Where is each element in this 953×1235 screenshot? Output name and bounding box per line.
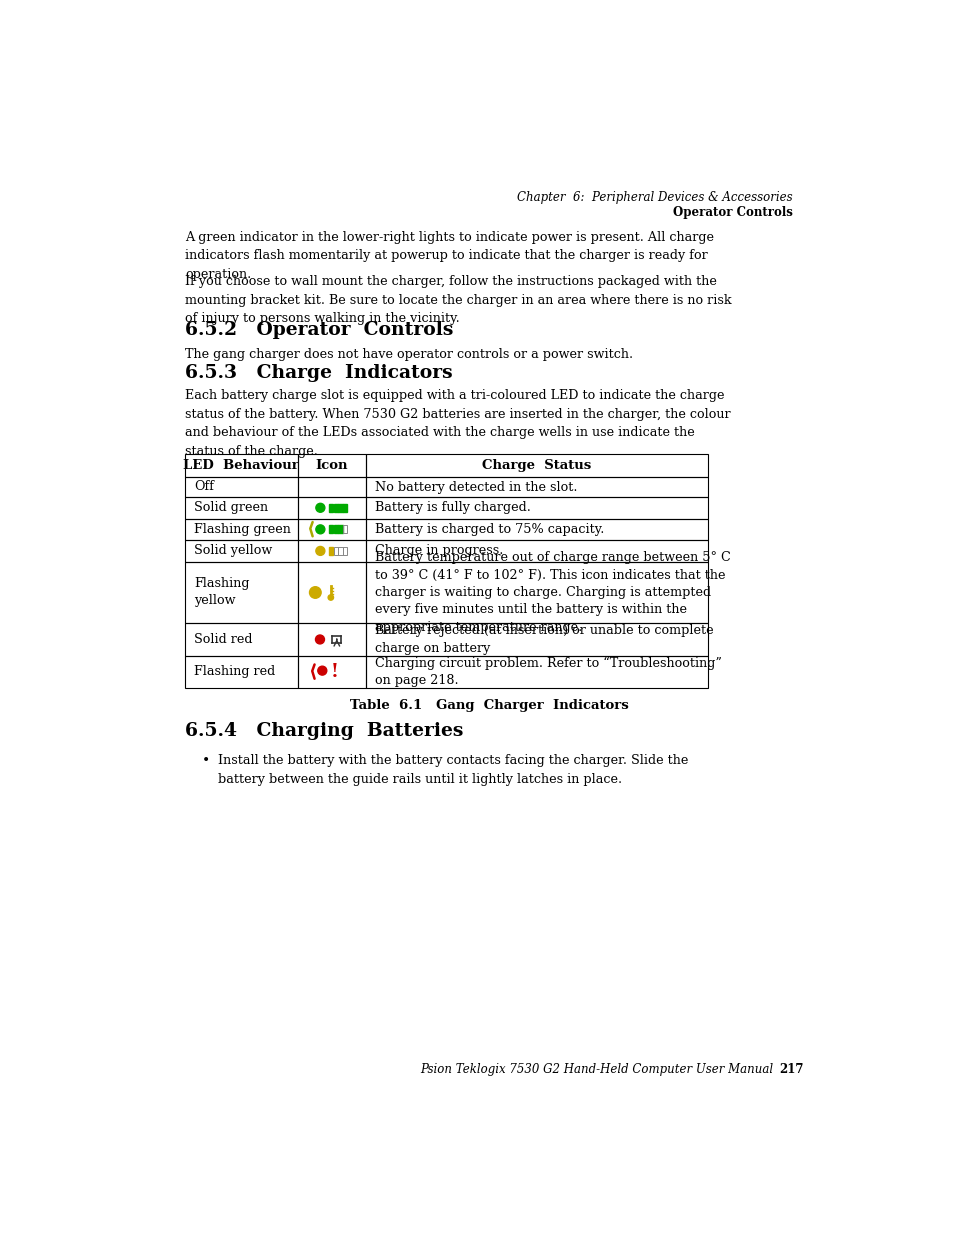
- Text: Battery is fully charged.: Battery is fully charged.: [375, 501, 530, 514]
- Bar: [185, 562, 297, 624]
- Text: LED  Behaviour: LED Behaviour: [183, 459, 299, 472]
- Text: 217: 217: [779, 1063, 803, 1076]
- Text: 6.5.4   Charging  Batteries: 6.5.4 Charging Batteries: [185, 721, 463, 740]
- Text: Battery is charged to 75% capacity.: Battery is charged to 75% capacity.: [375, 522, 604, 536]
- Circle shape: [315, 525, 325, 534]
- Bar: [365, 562, 707, 624]
- Text: Psion Teklogix 7530 G2 Hand-Held Computer User Manual: Psion Teklogix 7530 G2 Hand-Held Compute…: [419, 1063, 773, 1076]
- Bar: [365, 656, 707, 688]
- Text: Charging circuit problem. Refer to “Troubleshooting”
on page 218.: Charging circuit problem. Refer to “Trou…: [375, 657, 721, 687]
- Bar: [343, 504, 347, 511]
- Bar: [185, 496, 297, 519]
- Bar: [329, 547, 333, 555]
- Text: If you choose to wall mount the charger, follow the instructions packaged with t: If you choose to wall mount the charger,…: [185, 275, 731, 325]
- Bar: [297, 519, 365, 540]
- Bar: [334, 525, 337, 534]
- Text: Operator Controls: Operator Controls: [672, 206, 792, 219]
- Text: 6.5.2   Operator  Controls: 6.5.2 Operator Controls: [185, 321, 453, 340]
- Text: Solid yellow: Solid yellow: [194, 545, 273, 557]
- Bar: [338, 547, 342, 555]
- Bar: [185, 519, 297, 540]
- Text: Icon: Icon: [315, 459, 348, 472]
- Circle shape: [315, 635, 324, 643]
- Bar: [338, 504, 342, 511]
- Bar: [329, 504, 333, 511]
- Circle shape: [328, 595, 334, 600]
- Bar: [343, 547, 347, 555]
- Text: Battery rejected (at insertion) or unable to complete
charge on battery: Battery rejected (at insertion) or unabl…: [375, 624, 713, 655]
- Bar: [297, 454, 365, 477]
- Bar: [365, 496, 707, 519]
- Bar: [334, 547, 337, 555]
- Text: No battery detected in the slot.: No battery detected in the slot.: [375, 480, 577, 494]
- Bar: [185, 540, 297, 562]
- Circle shape: [315, 546, 325, 556]
- Text: The gang charger does not have operator controls or a power switch.: The gang charger does not have operator …: [185, 348, 633, 362]
- Bar: [343, 525, 347, 534]
- Bar: [297, 540, 365, 562]
- Bar: [365, 477, 707, 496]
- Text: Install the battery with the battery contacts facing the charger. Slide the
batt: Install the battery with the battery con…: [217, 755, 687, 785]
- Text: Solid green: Solid green: [194, 501, 268, 514]
- Bar: [185, 656, 297, 688]
- Circle shape: [315, 504, 325, 513]
- Bar: [329, 525, 333, 534]
- Text: 6.5.3   Charge  Indicators: 6.5.3 Charge Indicators: [185, 364, 453, 382]
- Text: Flashing green: Flashing green: [194, 522, 291, 536]
- Circle shape: [317, 666, 327, 676]
- Bar: [365, 540, 707, 562]
- Text: Each battery charge slot is equipped with a tri-coloured LED to indicate the cha: Each battery charge slot is equipped wit…: [185, 389, 730, 458]
- Bar: [297, 477, 365, 496]
- Text: A green indicator in the lower-right lights to indicate power is present. All ch: A green indicator in the lower-right lig…: [185, 231, 714, 280]
- Text: Charge  Status: Charge Status: [482, 459, 591, 472]
- Bar: [185, 477, 297, 496]
- Bar: [185, 454, 297, 477]
- Bar: [365, 454, 707, 477]
- Text: Battery temperature out of charge range between 5° C
to 39° C (41° F to 102° F).: Battery temperature out of charge range …: [375, 551, 730, 634]
- Bar: [334, 504, 337, 511]
- Text: Off: Off: [194, 480, 214, 494]
- Text: !: !: [331, 663, 338, 680]
- Circle shape: [309, 587, 321, 598]
- Text: Table  6.1   Gang  Charger  Indicators: Table 6.1 Gang Charger Indicators: [349, 699, 628, 711]
- Text: •: •: [202, 755, 211, 768]
- Text: Flashing red: Flashing red: [194, 666, 275, 678]
- Bar: [365, 519, 707, 540]
- Bar: [185, 624, 297, 656]
- Bar: [297, 496, 365, 519]
- Text: Chapter  6:  Peripheral Devices & Accessories: Chapter 6: Peripheral Devices & Accessor…: [517, 190, 792, 204]
- Text: Solid red: Solid red: [194, 634, 253, 646]
- Text: Charge in progress.: Charge in progress.: [375, 545, 503, 557]
- Bar: [338, 525, 342, 534]
- Text: Flashing
yellow: Flashing yellow: [194, 578, 250, 608]
- Bar: [365, 624, 707, 656]
- Bar: [297, 562, 365, 624]
- Bar: [297, 656, 365, 688]
- Bar: [297, 624, 365, 656]
